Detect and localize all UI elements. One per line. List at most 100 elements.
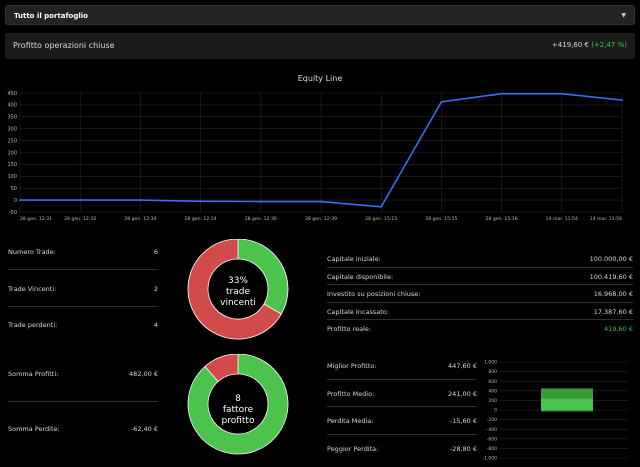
stat-label: Profitto Medio: — [327, 389, 375, 398]
row-separator — [327, 406, 477, 408]
stat-value: 17.387,60 € — [593, 307, 633, 316]
mini-y-tick-label: -400 — [487, 427, 497, 433]
x-tick-label: 28 gen. 15:16 — [486, 216, 518, 222]
equity-point — [560, 92, 563, 95]
x-tick-label: 28 gen. 12:32 — [64, 216, 96, 222]
closed-profit-amount: +419,60 € — [551, 41, 589, 49]
equity-point — [139, 199, 142, 201]
stat-value: -28,80 € — [449, 444, 477, 453]
chevron-down-icon: ▼ — [621, 12, 626, 19]
stat-label: Capitale Incassato: — [327, 307, 389, 316]
x-tick-label: 28 gen. 15:15 — [425, 216, 457, 222]
win-rate-text: 33% trade vincenti — [188, 276, 288, 309]
y-tick-label: 300 — [7, 127, 17, 133]
stat-label: Capitale iniziale: — [327, 255, 381, 263]
portfolio-select[interactable]: Tutto il portafoglio ▼ — [5, 5, 635, 25]
mini-y-tick-label: 800 — [488, 369, 497, 375]
row-separator — [327, 378, 477, 380]
donut-slice-loss — [204, 354, 239, 383]
chart-title: Equity Line — [297, 74, 343, 83]
box-upper — [541, 388, 593, 399]
profit-factor-label2: profitto — [221, 416, 255, 426]
stat-label: Somma Perdite: — [8, 425, 60, 433]
y-tick-label: 450 — [7, 91, 17, 97]
y-tick-label: 50 — [11, 186, 17, 192]
equity-point — [380, 205, 383, 208]
stat-value: 4 — [153, 321, 158, 329]
mini-y-tick-label: 1.000 — [484, 360, 497, 366]
profit-factor-label1: fattore — [222, 405, 254, 415]
mini-y-tick-label: -1.000 — [482, 456, 497, 462]
stat-label: Profitto reale: — [327, 325, 372, 333]
portfolio-select-value: Tutto il portafoglio — [14, 12, 88, 20]
stat-label: Peggior Perdita: — [327, 444, 379, 453]
row-separator — [8, 305, 158, 307]
equity-point — [440, 100, 443, 103]
win-rate-label2: vincenti — [220, 298, 256, 308]
profit-factor-text: 8 fattore profitto — [188, 394, 288, 427]
row-separator — [327, 319, 633, 321]
x-tick-label: 28 gen. 12:34 — [124, 216, 156, 222]
profit-factor-donut — [187, 354, 289, 455]
stat-value: 6 — [153, 248, 158, 256]
x-tick-label: 14 mar. 11:56 — [590, 216, 622, 222]
equity-point — [320, 200, 322, 203]
stat-value: 447,60 € — [448, 362, 477, 370]
row-separator — [8, 400, 158, 402]
y-tick-label: 200 — [7, 150, 17, 156]
profit-factor-value: 8 — [235, 394, 241, 404]
row-separator — [327, 284, 633, 286]
x-tick-label: 28 gen. 12:34 — [185, 216, 217, 222]
row-separator — [8, 269, 158, 271]
equity-point — [621, 99, 623, 102]
y-tick-label: 250 — [7, 138, 17, 144]
mini-y-tick-label: 400 — [488, 388, 497, 394]
mini-y-tick-label: -800 — [487, 446, 497, 452]
box-lower — [541, 410, 593, 412]
equity-point — [259, 200, 262, 203]
win-rate-label1: trade — [226, 287, 250, 297]
row-separator — [327, 301, 633, 303]
stat-value: -15,60 € — [449, 417, 477, 425]
donut-slice-loss — [187, 239, 282, 340]
stat-value: 482,00 € — [129, 370, 158, 378]
equity-point — [199, 200, 202, 203]
win-rate-donut — [187, 239, 289, 340]
y-tick-label: 350 — [7, 115, 17, 121]
stat-label: Miglior Profitto: — [327, 362, 377, 370]
row-separator — [327, 266, 633, 268]
stat-value: 100.419,60 € — [589, 272, 633, 281]
mini-y-tick-label: 200 — [488, 398, 497, 404]
equity-point — [19, 199, 21, 201]
profit-box-chart: 1.000 800 600 400 200 0 -200 -400 -600 -800 -1.000 — [482, 360, 628, 462]
stat-label: Perdita Media: — [327, 417, 374, 425]
stat-value: -62,40 € — [130, 425, 158, 433]
box-middle — [541, 398, 593, 411]
stat-label: Investito su posizioni chiuse: — [327, 290, 421, 298]
mini-y-tick-label: -600 — [487, 436, 497, 442]
stat-value: 2 — [153, 284, 158, 293]
y-tick-label: 400 — [7, 103, 17, 109]
equity-line-chart: -50 0 50 100 150 200 250 300 350 400 450 28 gen. 12… — [7, 91, 623, 222]
stat-label: Numero Trade: — [8, 248, 56, 256]
equity-point — [79, 199, 82, 201]
stat-value: 100.000,00 € — [589, 255, 633, 263]
stat-label: Somma Profitti: — [8, 370, 59, 378]
x-tick-label: 14 mar. 11:54 — [546, 216, 578, 222]
closed-profit-pct: (+2,47 %) — [591, 41, 627, 49]
mini-y-tick-label: 0 — [494, 408, 497, 414]
closed-profit-value: +419,60 € (+2,47 %) — [552, 41, 627, 49]
closed-profit-label: Profitto operazioni chiuse — [13, 41, 115, 50]
x-tick-label: 28 gen. 12:39 — [305, 216, 337, 222]
equity-point — [500, 92, 503, 95]
x-tick-label: 28 gen. 12:31 — [20, 216, 52, 222]
stat-label: Capitale disponibile: — [327, 272, 394, 281]
y-tick-label: 0 — [14, 198, 17, 204]
row-separator — [327, 433, 477, 435]
mini-y-tick-label: -200 — [487, 417, 497, 423]
mini-y-tick-label: 600 — [488, 379, 497, 385]
stat-label: Trade Vincenti: — [8, 284, 57, 293]
closed-profit-panel: Profitto operazioni chiuse +419,60 € (+2… — [5, 33, 635, 59]
stat-value: 419,60 € — [604, 325, 633, 333]
y-tick-label: 150 — [7, 162, 17, 168]
